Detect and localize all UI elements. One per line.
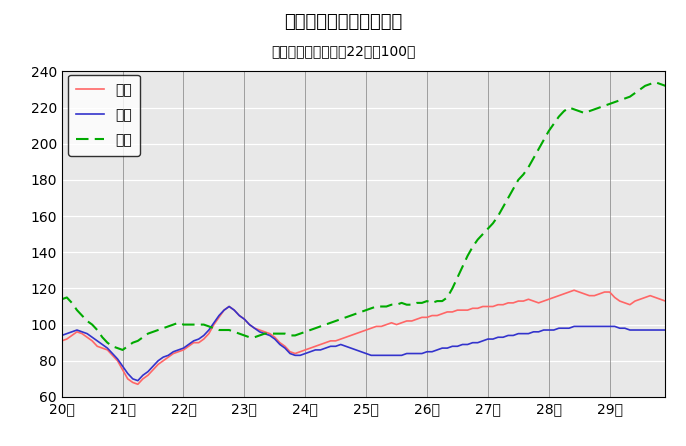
出荷 bbox=[225, 304, 233, 309]
在庫 bbox=[540, 137, 548, 143]
生産 bbox=[661, 298, 670, 304]
在庫 bbox=[397, 300, 405, 306]
Text: （季節調整済、平成22年＝100）: （季節調整済、平成22年＝100） bbox=[271, 45, 415, 58]
出荷 bbox=[545, 327, 553, 333]
出荷 bbox=[189, 338, 198, 343]
生産 bbox=[225, 304, 233, 309]
在庫 bbox=[189, 322, 198, 327]
生産 bbox=[58, 338, 66, 343]
生産 bbox=[397, 320, 405, 326]
Line: 出荷: 出荷 bbox=[62, 306, 665, 381]
生産 bbox=[479, 304, 487, 309]
在庫 bbox=[119, 347, 127, 353]
Line: 生産: 生産 bbox=[62, 290, 665, 384]
Text: 鳥取県鉱工業指数の推移: 鳥取県鉱工業指数の推移 bbox=[284, 13, 402, 31]
出荷 bbox=[403, 351, 411, 356]
出荷 bbox=[661, 327, 670, 333]
Legend: 生産, 出荷, 在庫: 生産, 出荷, 在庫 bbox=[68, 74, 140, 156]
Line: 在庫: 在庫 bbox=[62, 82, 665, 350]
出荷 bbox=[134, 378, 142, 384]
出荷 bbox=[230, 307, 238, 313]
生産 bbox=[651, 295, 659, 300]
在庫 bbox=[651, 79, 659, 85]
在庫 bbox=[661, 83, 670, 88]
生産 bbox=[134, 382, 142, 387]
在庫 bbox=[479, 231, 487, 237]
生産 bbox=[540, 298, 548, 304]
在庫 bbox=[225, 327, 233, 333]
出荷 bbox=[58, 333, 66, 338]
出荷 bbox=[484, 336, 492, 342]
生産 bbox=[189, 340, 198, 345]
在庫 bbox=[646, 81, 654, 87]
出荷 bbox=[651, 327, 659, 333]
生産 bbox=[570, 288, 578, 293]
在庫 bbox=[58, 297, 66, 302]
